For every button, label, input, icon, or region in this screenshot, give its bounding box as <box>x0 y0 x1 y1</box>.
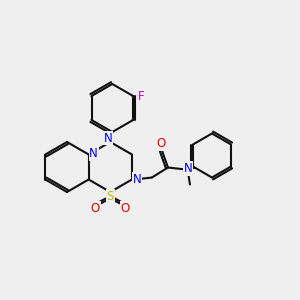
Text: N: N <box>89 147 98 160</box>
Text: O: O <box>156 137 166 150</box>
Text: N: N <box>184 162 192 175</box>
Text: N: N <box>104 131 113 145</box>
Text: O: O <box>121 202 130 214</box>
Text: S: S <box>106 190 114 202</box>
Text: F: F <box>138 89 144 103</box>
Text: O: O <box>91 202 100 214</box>
Text: N: N <box>133 173 141 186</box>
